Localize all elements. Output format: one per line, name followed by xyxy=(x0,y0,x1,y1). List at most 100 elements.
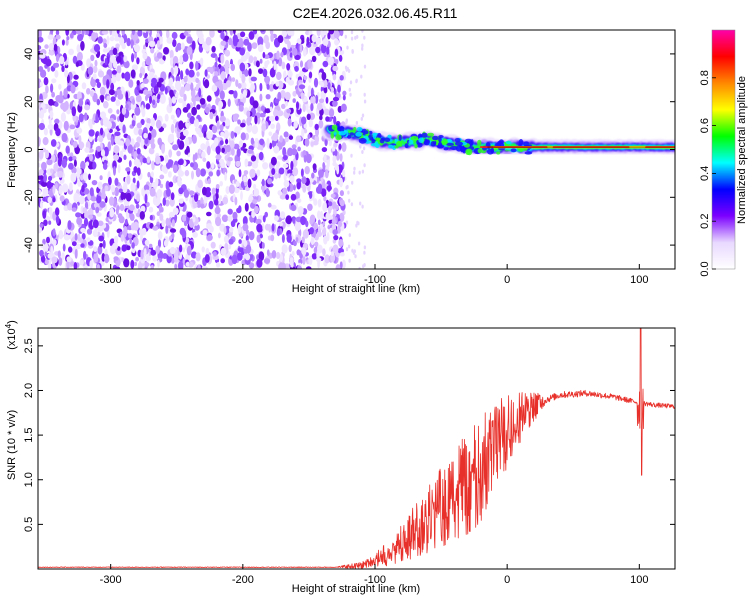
noise-speckle xyxy=(248,31,255,40)
noise-speckle xyxy=(320,30,325,38)
noise-speckle xyxy=(292,217,296,224)
noise-speckle xyxy=(219,115,226,122)
noise-speckle xyxy=(309,45,316,56)
noise-speckle xyxy=(54,118,60,124)
noise-speckle xyxy=(305,266,312,269)
noise-speckle xyxy=(45,85,49,94)
noise-speckle xyxy=(259,145,264,151)
chart-title: C2E4.2026.032.06.45.R11 xyxy=(293,5,458,21)
noise-speckle xyxy=(202,229,208,236)
noise-speckle xyxy=(38,162,41,168)
noise-speckle xyxy=(109,55,117,63)
noise-speckle xyxy=(336,92,341,99)
noise-speckle xyxy=(76,91,82,101)
noise-speckle xyxy=(38,122,45,131)
ridge-blob xyxy=(384,137,391,142)
noise-speckle xyxy=(307,203,313,211)
noise-speckle xyxy=(154,155,161,165)
noise-speckle xyxy=(321,147,328,153)
noise-speckle xyxy=(168,77,174,86)
noise-speckle xyxy=(114,187,119,197)
noise-speckle xyxy=(98,135,104,143)
noise-speckle xyxy=(184,149,189,155)
noise-speckle xyxy=(85,30,90,36)
noise-speckle xyxy=(117,164,121,174)
noise-speckle xyxy=(75,212,81,218)
noise-speckle xyxy=(162,55,166,61)
noise-speckle xyxy=(44,251,48,257)
noise-speckle xyxy=(78,135,82,145)
noise-speckle xyxy=(284,100,289,107)
noise-speckle xyxy=(57,250,61,259)
noise-speckle xyxy=(38,137,41,147)
noise-speckle xyxy=(346,45,349,50)
ridge-blob xyxy=(505,140,512,145)
noise-speckle xyxy=(194,96,202,102)
noise-speckle xyxy=(88,129,95,137)
noise-speckle xyxy=(244,202,249,212)
noise-speckle xyxy=(246,110,251,118)
noise-speckle xyxy=(235,79,239,87)
noise-speckle xyxy=(52,197,56,203)
noise-speckle xyxy=(363,250,366,255)
noise-speckle xyxy=(112,47,118,56)
noise-speckle xyxy=(51,256,58,264)
noise-speckle xyxy=(277,155,283,160)
noise-speckle xyxy=(347,190,350,195)
noise-speckle xyxy=(40,181,48,187)
noise-speckle xyxy=(103,101,109,109)
noise-speckle xyxy=(60,112,66,122)
noise-speckle xyxy=(99,175,103,181)
noise-speckle xyxy=(229,140,235,149)
noise-speckle xyxy=(136,193,140,202)
noise-speckle xyxy=(243,38,250,46)
x-tick-label: 0 xyxy=(504,574,510,586)
noise-speckle xyxy=(188,69,195,78)
noise-speckle xyxy=(208,200,214,210)
noise-speckle xyxy=(361,113,365,118)
noise-speckle xyxy=(302,184,307,193)
noise-speckle xyxy=(140,118,145,126)
noise-speckle xyxy=(143,30,147,33)
noise-speckle xyxy=(251,42,258,49)
noise-speckle xyxy=(331,201,337,209)
noise-speckle xyxy=(355,78,358,83)
noise-speckle xyxy=(201,266,208,269)
noise-speckle xyxy=(302,247,306,257)
noise-speckle xyxy=(244,180,247,187)
noise-speckle xyxy=(134,106,141,116)
noise-speckle xyxy=(176,150,181,157)
y-tick-label: 40 xyxy=(23,48,35,60)
noise-speckle xyxy=(273,60,277,71)
noise-speckle xyxy=(186,36,193,44)
noise-speckle xyxy=(192,134,197,144)
noise-speckle xyxy=(340,103,347,113)
noise-speckle xyxy=(332,100,338,107)
noise-speckle xyxy=(238,140,243,148)
noise-speckle xyxy=(191,40,196,51)
noise-speckle xyxy=(307,59,312,69)
noise-speckle xyxy=(268,84,274,92)
noise-speckle xyxy=(168,149,173,158)
noise-speckle xyxy=(149,214,153,221)
noise-speckle xyxy=(41,161,47,171)
noise-speckle xyxy=(256,116,261,125)
noise-speckle xyxy=(162,253,168,259)
noise-speckle xyxy=(50,83,54,93)
noise-speckle xyxy=(300,92,305,100)
noise-speckle xyxy=(224,59,230,69)
ridge-blob xyxy=(446,142,455,146)
noise-speckle xyxy=(250,155,257,162)
noise-speckle xyxy=(169,246,176,255)
noise-speckle xyxy=(53,162,59,172)
noise-speckle xyxy=(127,233,133,239)
ridge-blob xyxy=(486,142,491,150)
noise-speckle xyxy=(339,213,345,221)
noise-speckle xyxy=(179,87,185,98)
noise-speckle xyxy=(93,246,98,253)
noise-speckle xyxy=(245,229,250,236)
noise-speckle xyxy=(242,223,249,232)
noise-speckle xyxy=(88,173,91,180)
noise-speckle xyxy=(186,46,193,55)
noise-speckle xyxy=(127,144,133,154)
